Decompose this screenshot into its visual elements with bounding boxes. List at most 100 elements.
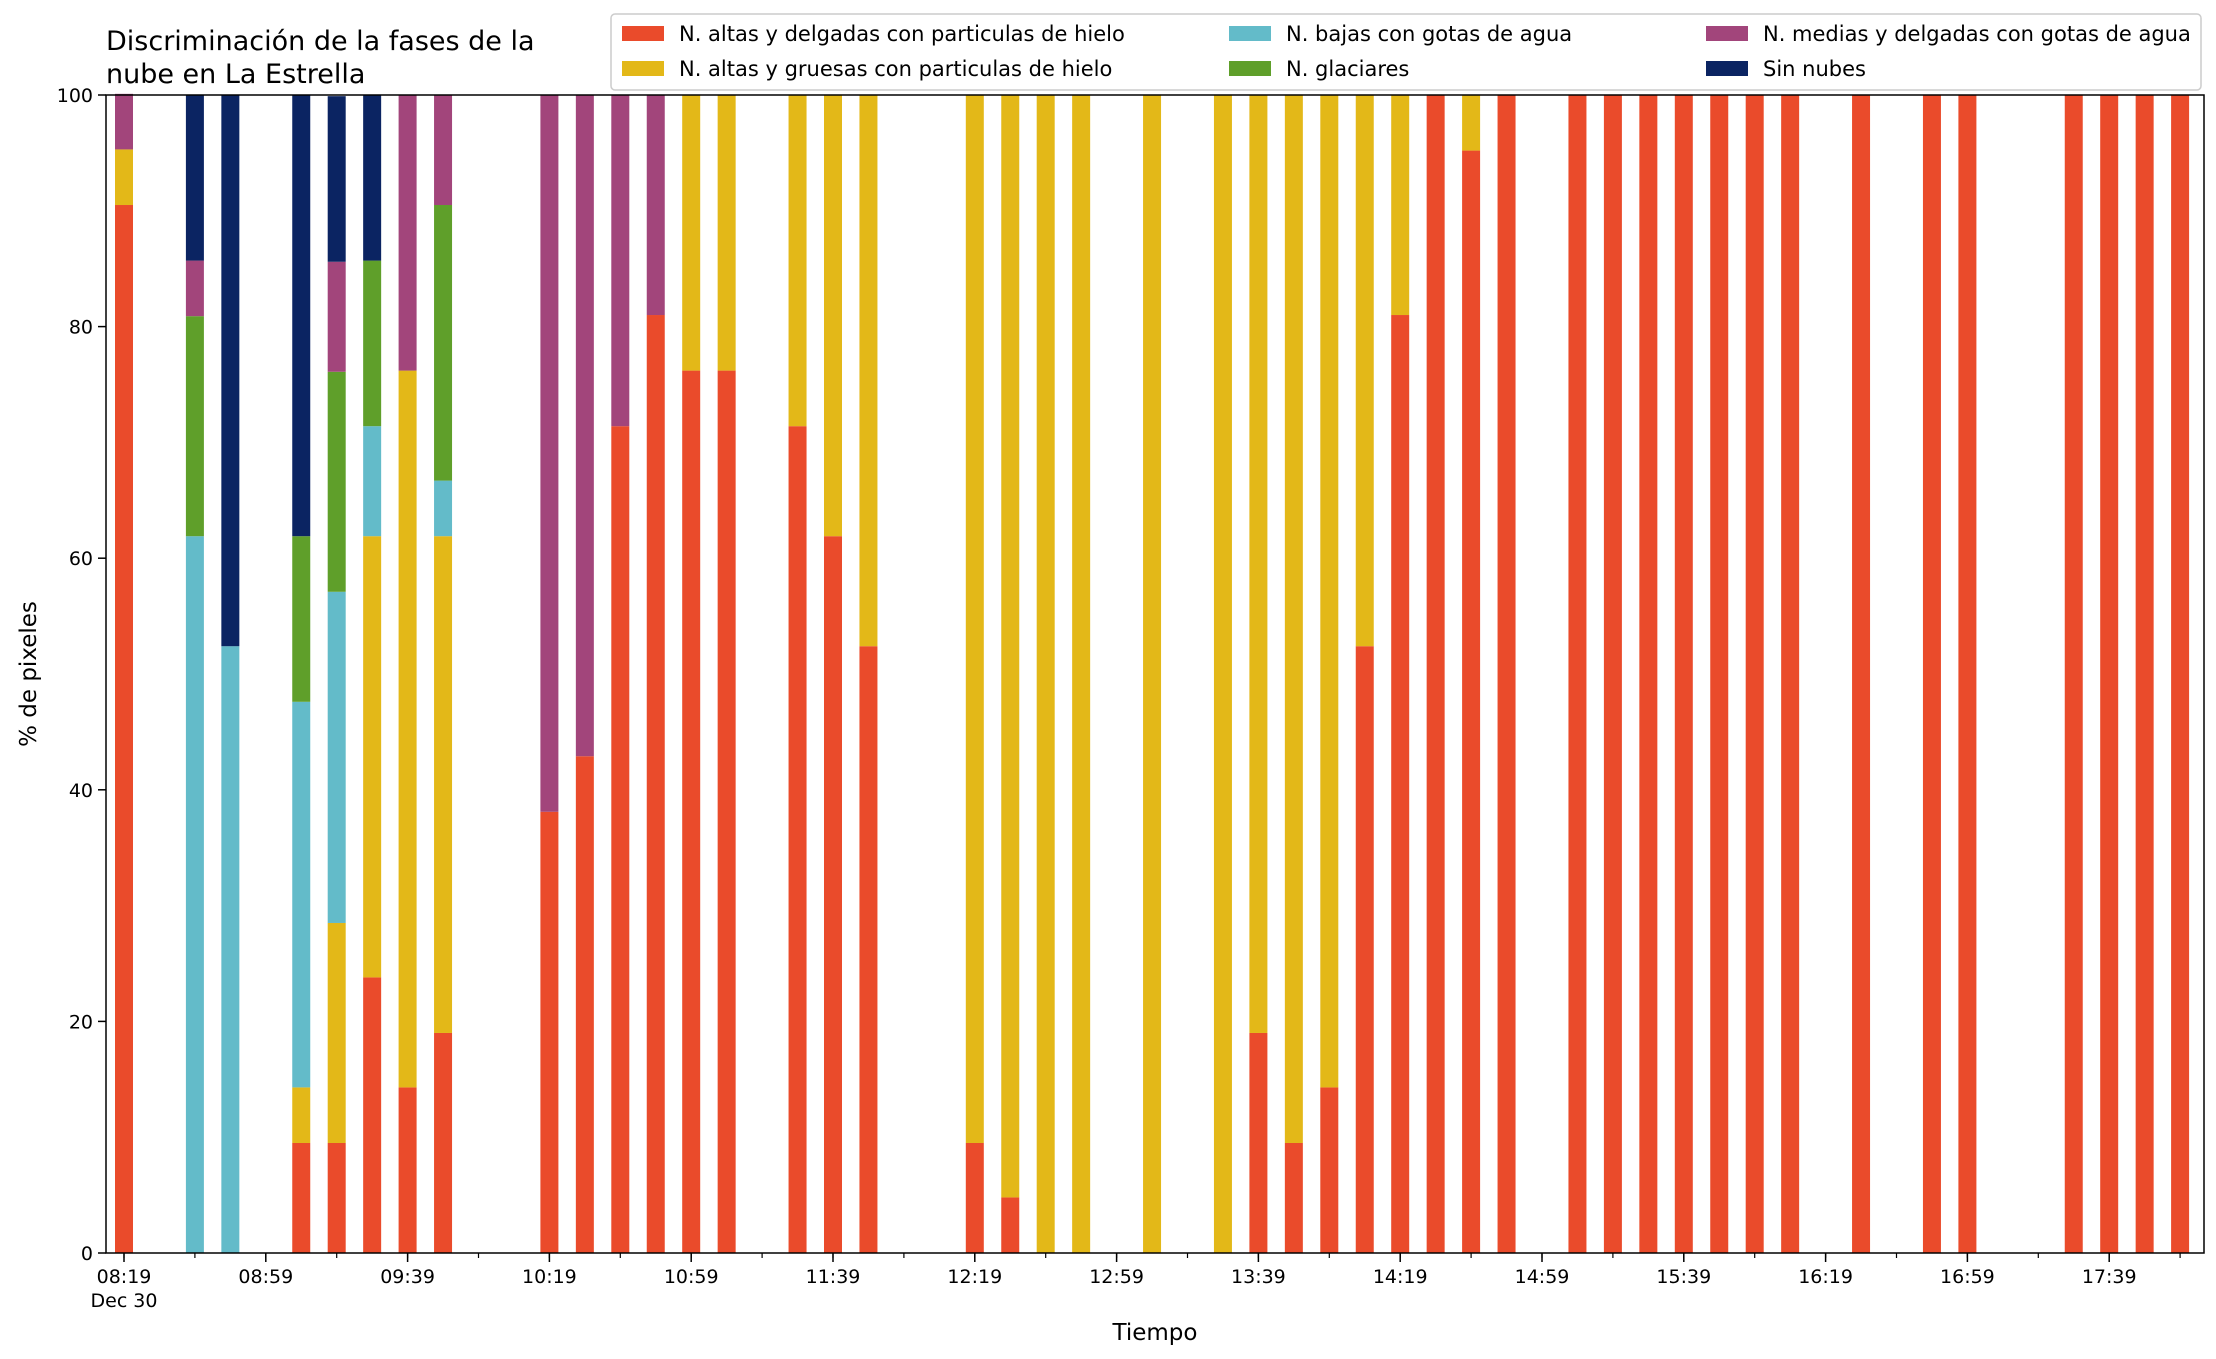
legend-frame [610, 13, 2202, 91]
bar-segment [327, 1142, 346, 1253]
bar-segment [363, 536, 382, 978]
x-tick-label: 16:59 [1940, 1266, 1995, 1288]
bar-segment [1781, 95, 1800, 1253]
y-tick-label: 100 [57, 85, 93, 107]
bar-segment [1213, 95, 1232, 1253]
bar-segment [2100, 95, 2119, 1253]
bar-segment [185, 536, 204, 1253]
bar-segment [398, 95, 417, 371]
bar-segment [1143, 95, 1162, 1253]
bar-segment [1745, 95, 1764, 1253]
bar-segment [398, 370, 417, 1088]
x-tick-label: 10:59 [664, 1266, 719, 1288]
bar-segment [434, 95, 453, 206]
chart-title: Discriminación de la fases de la nube en … [106, 26, 535, 90]
bar-segment [859, 646, 878, 1253]
bar-segment [788, 95, 807, 427]
bar-segment [965, 95, 984, 1143]
bar-segment [575, 756, 594, 1253]
bar-segment [292, 1142, 311, 1253]
bar-segment [1674, 95, 1693, 1253]
bar-segment [1426, 95, 1445, 1253]
legend-label: N. altas y delgadas con particulas de hi… [679, 22, 1125, 46]
bar-segment [1036, 95, 1055, 1253]
bar-segment [1922, 95, 1941, 1253]
bar-segment [2135, 95, 2154, 1253]
bar-segment [434, 205, 453, 481]
x-tick-label: 10:19 [522, 1266, 577, 1288]
bar-segment [327, 591, 346, 923]
legend-swatch [1229, 61, 1271, 76]
bar-segment [1603, 95, 1622, 1253]
bar-segment [185, 316, 204, 537]
bar-segment [434, 480, 453, 537]
bar-segment [611, 95, 630, 427]
bar-segment [1852, 95, 1871, 1253]
bar-segment [1284, 95, 1303, 1143]
y-tick-label: 40 [69, 780, 93, 802]
bar-segment [575, 95, 594, 757]
bar-segment [434, 1032, 453, 1253]
bar-segment [682, 95, 701, 371]
y-tick-label: 60 [69, 548, 93, 570]
bar-segment [646, 315, 665, 1253]
bar-segment [788, 426, 807, 1253]
x-tick-label: 17:39 [2082, 1266, 2137, 1288]
legend: N. altas y delgadas con particulas de hi… [610, 13, 2202, 91]
bar-segment [1249, 95, 1268, 1033]
x-tick-label: 14:59 [1515, 1266, 1570, 1288]
bar-segment [327, 922, 346, 1143]
bar-segment [540, 811, 559, 1253]
bar-segment [1639, 95, 1658, 1253]
bar-segment [292, 536, 311, 702]
bar-segment [221, 95, 240, 647]
bar-segment [1072, 95, 1091, 1253]
bar-segment [221, 646, 240, 1253]
bar-segment [1462, 95, 1481, 151]
bar-segment [1355, 646, 1374, 1253]
legend-swatch [1229, 26, 1271, 41]
legend-label: N. glaciares [1286, 57, 1409, 81]
bar-segment [1284, 1142, 1303, 1253]
x-tick-label: 16:19 [1798, 1266, 1853, 1288]
x-tick-label: 08:59 [238, 1266, 293, 1288]
bar-segment [1001, 1197, 1020, 1253]
bar-segment [859, 95, 878, 647]
bar-segment [185, 260, 204, 317]
x-tick-label: 15:39 [1656, 1266, 1711, 1288]
legend-label: N. altas y gruesas con particulas de hie… [679, 57, 1112, 81]
bars-layer [115, 93, 2190, 1254]
bar-segment [540, 95, 559, 812]
bar-segment [115, 93, 133, 150]
bar-segment [1001, 95, 1020, 1198]
x-tick-label: 13:39 [1231, 1266, 1286, 1288]
bar-segment [1320, 95, 1339, 1088]
legend-swatch [1706, 61, 1748, 76]
legend-swatch [622, 26, 664, 41]
bar-segment [611, 426, 630, 1253]
x-tick-label: 14:19 [1373, 1266, 1428, 1288]
y-axis-label: % de pixeles [16, 601, 42, 747]
legend-swatch [622, 61, 664, 76]
legend-label: Sin nubes [1763, 57, 1866, 81]
bar-segment [682, 370, 701, 1254]
chart-title-line: Discriminación de la fases de la [106, 26, 535, 57]
legend-swatch [1706, 26, 1748, 41]
bar-segment [115, 149, 133, 206]
bar-segment [292, 701, 311, 1088]
bar-segment [292, 95, 311, 537]
bar-segment [717, 370, 736, 1254]
bar-segment [2171, 95, 2190, 1253]
x-tick-label: 12:59 [1089, 1266, 1144, 1288]
bar-segment [363, 977, 382, 1253]
bar-segment [1391, 95, 1410, 316]
bar-segment [327, 261, 346, 372]
bar-segment [1568, 95, 1587, 1253]
bar-segment [398, 1087, 417, 1253]
y-tick-label: 80 [69, 317, 93, 339]
bar-segment [1462, 150, 1481, 1254]
bar-segment [965, 1142, 984, 1253]
bar-segment [1497, 95, 1516, 1253]
